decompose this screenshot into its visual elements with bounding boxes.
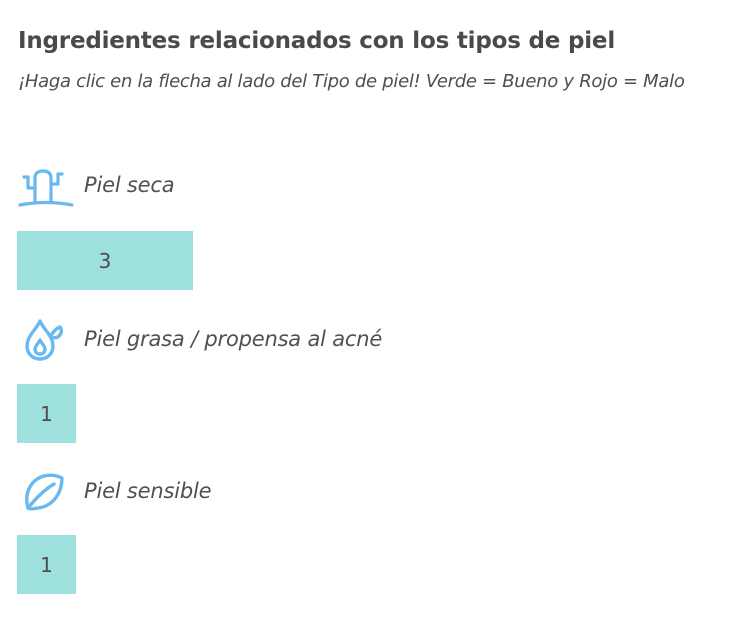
skin-type-label[interactable]: Piel sensible [84,479,212,503]
panel-subtitle: ¡Haga clic en la flecha al lado del Tipo… [18,71,685,92]
ingredient-count: 1 [40,552,53,577]
skin-type-label[interactable]: Piel seca [84,173,175,197]
skin-type-sensitive-row[interactable]: Piel sensible [18,466,212,516]
ingredient-count-bar: 1 [17,384,76,443]
skin-type-oily-row[interactable]: Piel grasa / propensa al acné [18,314,382,364]
leaf-icon [18,466,74,516]
cactus-icon [18,160,74,210]
skin-type-label[interactable]: Piel grasa / propensa al acné [84,327,383,351]
ingredient-count-bar: 3 [17,231,193,290]
ingredient-count-bar: 1 [17,535,76,594]
panel-title: Ingredientes relacionados con los tipos … [18,28,616,54]
skin-type-dry-row[interactable]: Piel seca [18,160,175,210]
ingredient-count: 1 [40,401,53,426]
oil-drop-icon [18,314,74,364]
ingredient-count: 3 [98,248,112,273]
